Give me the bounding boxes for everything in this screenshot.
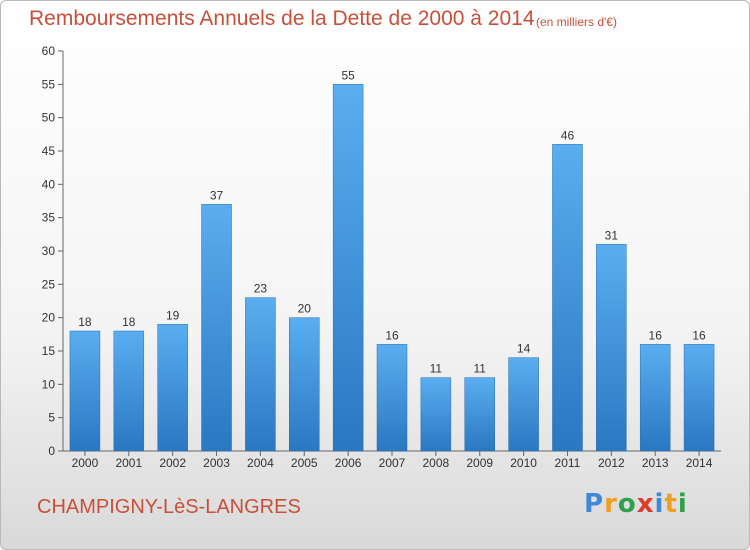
bar-2002 <box>157 324 188 452</box>
data-label-2009: 11 <box>473 362 486 376</box>
data-label-2004: 23 <box>254 282 268 296</box>
data-label-2013: 16 <box>649 328 663 342</box>
bar-2007 <box>376 344 408 452</box>
y-tick-label: 5 <box>48 411 55 425</box>
data-label-2005: 20 <box>298 302 312 316</box>
x-tick-label: 2002 <box>159 456 186 470</box>
y-tick-label: 40 <box>42 177 56 191</box>
x-tick-label: 2008 <box>423 456 450 470</box>
x-tick-label: 2000 <box>72 456 99 470</box>
data-label-2011: 46 <box>561 128 575 142</box>
brand-letter: i <box>677 489 688 519</box>
chart-unit-label: (en milliers d'€) <box>536 15 617 29</box>
bar-2009 <box>464 377 495 452</box>
data-label-2014: 16 <box>692 328 706 342</box>
brand-letter: x <box>636 489 655 519</box>
y-tick-label: 20 <box>42 311 56 325</box>
chart-title: Remboursements Annuels de la Dette de 20… <box>29 7 535 30</box>
x-tick-label: 2014 <box>686 456 713 470</box>
y-tick-label: 10 <box>42 377 56 391</box>
brand-letter: P <box>584 489 605 519</box>
data-label-2003: 37 <box>210 188 224 202</box>
bar-2006 <box>332 84 364 452</box>
bar-2012 <box>596 244 627 452</box>
x-tick-label: 2010 <box>510 456 537 470</box>
bar-2004 <box>245 297 276 452</box>
brand-letter: o <box>617 489 637 519</box>
x-tick-label: 2004 <box>247 456 274 470</box>
x-tick-label: 2009 <box>466 456 493 470</box>
x-tick-label: 2006 <box>335 456 362 470</box>
y-tick-label: 60 <box>42 44 56 58</box>
brand-letter: t <box>664 489 678 519</box>
y-tick-label: 25 <box>42 277 56 291</box>
y-tick-label: 55 <box>42 77 56 91</box>
x-tick-label: 2001 <box>115 456 142 470</box>
y-tick-label: 30 <box>42 244 56 258</box>
bar-2000 <box>69 330 101 452</box>
y-tick-label: 50 <box>42 111 56 125</box>
x-tick-label: 2012 <box>598 456 625 470</box>
bar-2001 <box>113 330 145 452</box>
brand-logo: Proxiti <box>584 489 688 519</box>
y-tick-label: 15 <box>42 344 56 358</box>
y-tick-label: 0 <box>48 444 55 458</box>
chart-data-labels: 18 18 19 37 23 20 55 16 11 11 14 46 31 16 16 <box>78 68 706 375</box>
chart-bars <box>69 84 715 452</box>
bar-2014 <box>683 344 715 452</box>
brand-letter: r <box>604 489 618 519</box>
data-label-2008: 11 <box>430 362 443 376</box>
data-label-2010: 14 <box>517 342 531 356</box>
bar-2010 <box>508 357 539 452</box>
y-tick-label: 45 <box>42 144 56 158</box>
bar-2013 <box>639 344 671 452</box>
data-label-2006: 55 <box>341 68 355 82</box>
bar-2011 <box>552 144 583 452</box>
bar-2003 <box>201 204 232 452</box>
data-label-2000: 18 <box>78 315 92 329</box>
x-tick-label: 2007 <box>379 456 406 470</box>
y-tick-label: 35 <box>42 211 56 225</box>
x-tick-label: 2011 <box>555 456 581 470</box>
data-label-2007: 16 <box>385 328 399 342</box>
data-label-2002: 19 <box>166 308 180 322</box>
bar-2005 <box>289 317 320 452</box>
data-label-2001: 18 <box>122 315 136 329</box>
bar-2008 <box>420 377 452 452</box>
data-label-2012: 31 <box>605 228 619 242</box>
x-tick-label: 2003 <box>203 456 230 470</box>
x-tick-label: 2005 <box>291 456 318 470</box>
x-tick-label: 2013 <box>642 456 669 470</box>
brand-letter: i <box>654 489 665 519</box>
commune-name: CHAMPIGNY-LèS-LANGRES <box>37 496 301 518</box>
